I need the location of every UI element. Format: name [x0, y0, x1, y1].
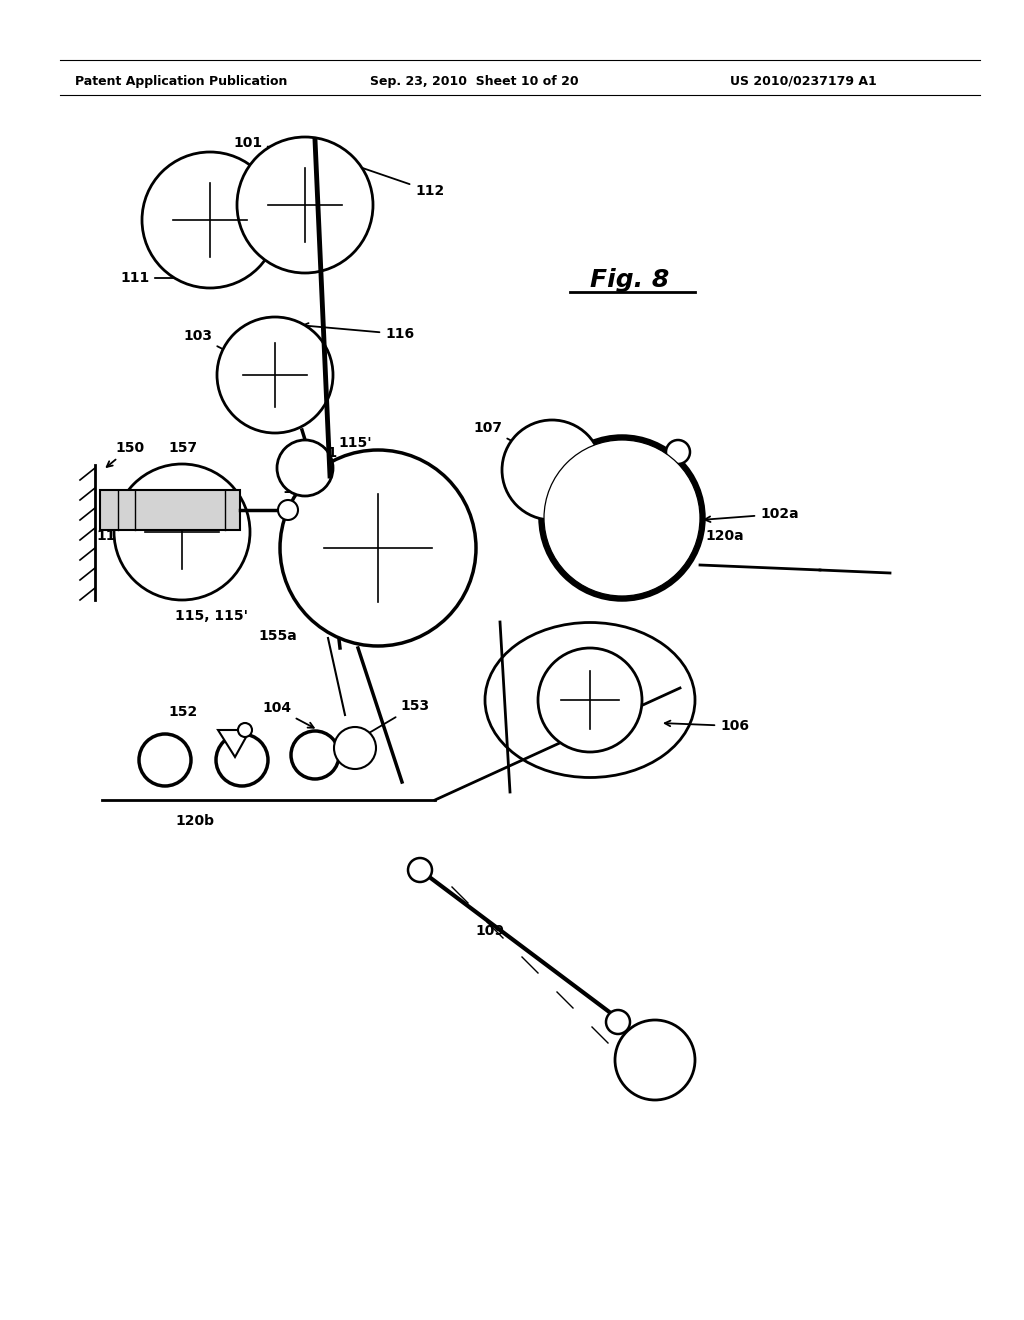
Text: 155a: 155a [258, 630, 297, 643]
Circle shape [114, 465, 250, 601]
Circle shape [602, 498, 642, 539]
Polygon shape [218, 730, 250, 756]
Circle shape [216, 734, 268, 785]
Text: Patent Application Publication: Patent Application Publication [75, 75, 288, 88]
Circle shape [606, 1010, 630, 1034]
Circle shape [408, 858, 432, 882]
Text: 103: 103 [183, 329, 236, 356]
Circle shape [278, 500, 298, 520]
Circle shape [334, 727, 376, 770]
Text: 111: 111 [120, 271, 190, 285]
Text: 116: 116 [303, 323, 414, 341]
Circle shape [551, 447, 693, 589]
Circle shape [540, 436, 705, 601]
Circle shape [600, 496, 644, 540]
Polygon shape [100, 490, 240, 531]
Circle shape [558, 454, 685, 582]
Text: 156: 156 [142, 546, 171, 561]
Circle shape [278, 440, 333, 496]
Text: 112: 112 [349, 162, 444, 198]
Text: 151: 151 [308, 446, 337, 459]
Text: US 2010/0237179 A1: US 2010/0237179 A1 [730, 75, 877, 88]
Text: 120a: 120a [705, 529, 743, 543]
Circle shape [280, 450, 476, 645]
Circle shape [139, 734, 191, 785]
Text: 150: 150 [106, 441, 144, 467]
Text: 120b: 120b [175, 814, 214, 828]
Text: 115': 115' [338, 436, 372, 450]
Text: 115, 115': 115, 115' [175, 609, 248, 623]
Text: 106: 106 [665, 719, 749, 733]
Text: Sep. 23, 2010  Sheet 10 of 20: Sep. 23, 2010 Sheet 10 of 20 [370, 75, 579, 88]
Circle shape [573, 469, 671, 568]
Circle shape [142, 152, 278, 288]
Text: 102a: 102a [705, 507, 799, 521]
Circle shape [345, 738, 365, 758]
Text: 104: 104 [262, 701, 313, 727]
Circle shape [581, 477, 664, 560]
Text: 157: 157 [168, 441, 198, 455]
Circle shape [615, 1020, 695, 1100]
Circle shape [588, 483, 656, 553]
Text: Fig. 8: Fig. 8 [591, 268, 670, 292]
Circle shape [502, 420, 602, 520]
Text: 110: 110 [96, 527, 135, 543]
Text: 101: 101 [233, 136, 310, 156]
Circle shape [237, 137, 373, 273]
Text: 107: 107 [473, 421, 521, 446]
Text: 153: 153 [356, 700, 429, 741]
Circle shape [565, 462, 678, 574]
Text: 110": 110" [282, 482, 318, 496]
Circle shape [538, 648, 642, 752]
Circle shape [217, 317, 333, 433]
Circle shape [595, 491, 649, 545]
Circle shape [666, 440, 690, 465]
Circle shape [291, 731, 339, 779]
Text: 109: 109 [475, 924, 504, 939]
Text: 105: 105 [398, 510, 427, 523]
Circle shape [238, 723, 252, 737]
Text: 152: 152 [168, 705, 198, 719]
Circle shape [339, 733, 371, 764]
Circle shape [544, 440, 700, 597]
